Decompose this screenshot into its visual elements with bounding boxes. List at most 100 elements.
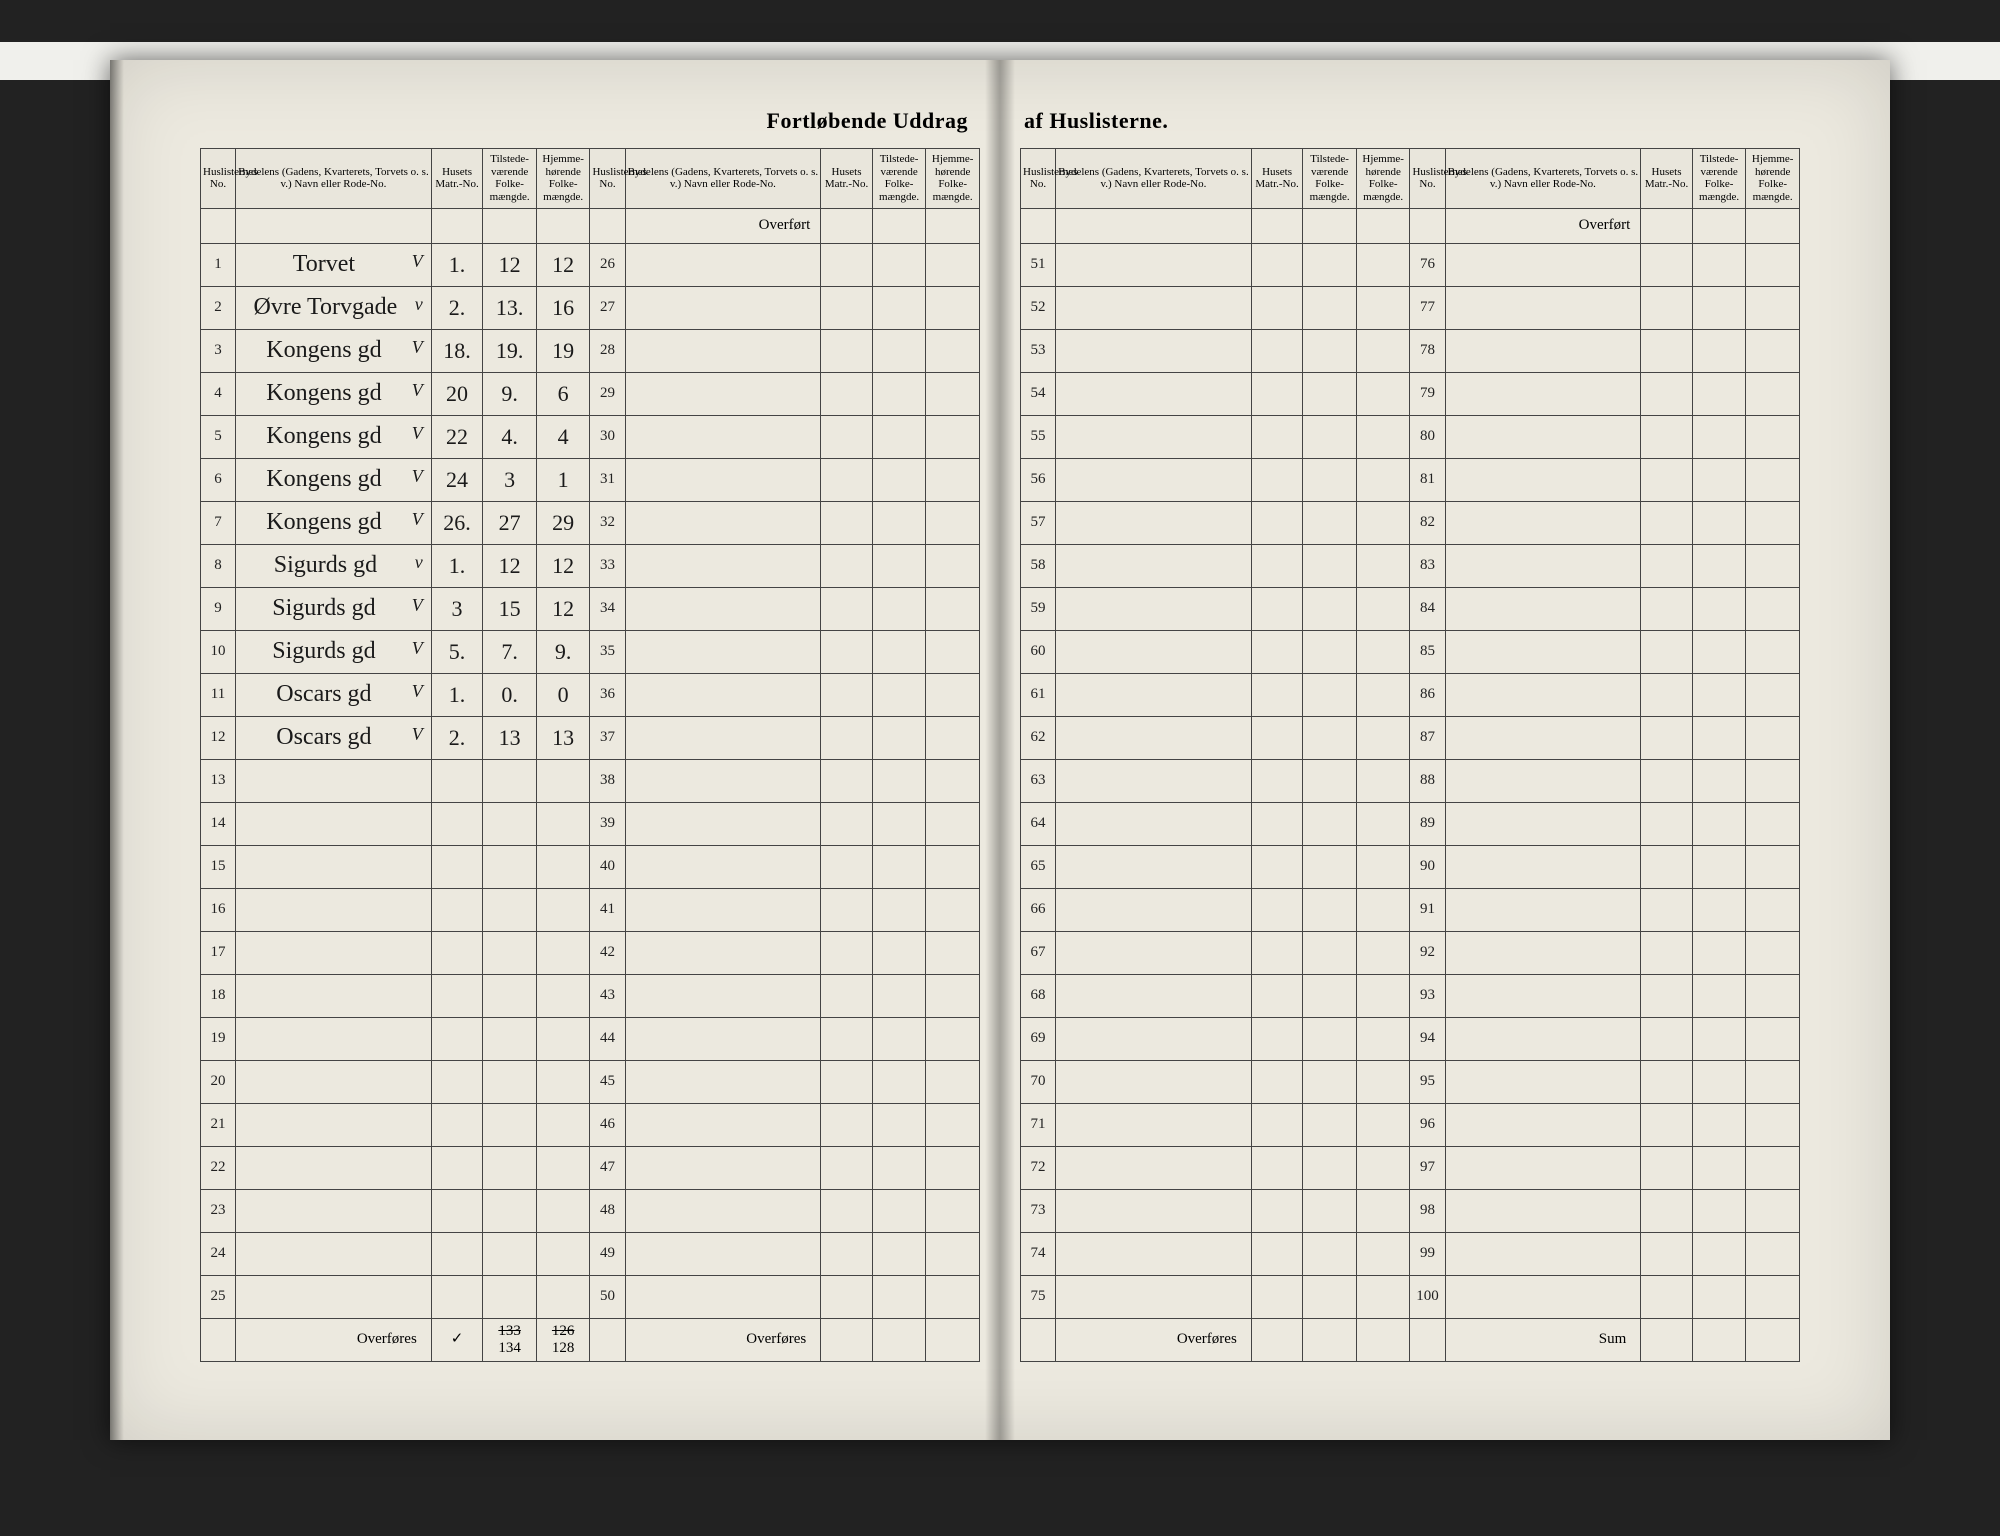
cell-name <box>1056 1060 1252 1103</box>
table-row: 1TorvetV1.121226 <box>201 243 980 286</box>
row-number: 29 <box>590 372 625 415</box>
table-row: 5Kongens gdV224.430 <box>201 415 980 458</box>
table-row: 6489 <box>1021 802 1800 845</box>
row-number: 38 <box>590 759 625 802</box>
row-number: 11 <box>201 673 236 716</box>
cell-tils: 3 <box>483 458 537 501</box>
row-number: 24 <box>201 1232 236 1275</box>
row-number: 12 <box>201 716 236 759</box>
cell-name <box>1056 673 1252 716</box>
cell-hjem: 4 <box>536 415 590 458</box>
cell-name: Kongens gdV <box>236 329 432 372</box>
cell-name: Sigurds gdv <box>236 544 432 587</box>
foot-tils: 133134 <box>483 1318 537 1361</box>
row-number: 65 <box>1021 845 1056 888</box>
page-left: Fortløbende Uddrag Huslisternes No. Byde… <box>110 60 1000 1440</box>
row-number: 86 <box>1410 673 1445 716</box>
cell-name: Oscars gdV <box>236 673 432 716</box>
checkmark: ✓ <box>431 1318 483 1361</box>
cell-matr: 26. <box>431 501 483 544</box>
row-number: 94 <box>1410 1017 1445 1060</box>
table-row: 5782 <box>1021 501 1800 544</box>
table-row: 6893 <box>1021 974 1800 1017</box>
cell-hjem: 13 <box>536 716 590 759</box>
cell-name <box>1056 1189 1252 1232</box>
row-number: 14 <box>201 802 236 845</box>
row-number: 93 <box>1410 974 1445 1017</box>
table-row: 6691 <box>1021 888 1800 931</box>
row-number: 46 <box>590 1103 625 1146</box>
row-number: 19 <box>201 1017 236 1060</box>
col-num: Huslisternes No. <box>201 149 236 209</box>
cell-name <box>1056 372 1252 415</box>
cell-name <box>1056 329 1252 372</box>
cell-name <box>236 931 432 974</box>
ledger-panel-c: Huslisternes No. Bydelens (Gadens, Kvart… <box>1020 148 1800 1362</box>
row-number: 100 <box>1410 1275 1445 1318</box>
row-number: 85 <box>1410 630 1445 673</box>
table-row: 5580 <box>1021 415 1800 458</box>
table-row: 7Kongens gdV26.272932 <box>201 501 980 544</box>
cell-matr: 3 <box>431 587 483 630</box>
cell-matr: 1. <box>431 673 483 716</box>
row-number: 23 <box>201 1189 236 1232</box>
row-number: 1 <box>201 243 236 286</box>
table-row: 12Oscars gdV2.131337 <box>201 716 980 759</box>
cell-name <box>1056 1275 1252 1318</box>
row-number: 53 <box>1021 329 1056 372</box>
cell-matr: 20 <box>431 372 483 415</box>
cell-matr: 24 <box>431 458 483 501</box>
col-hjem: Hjemme-hørende Folke-mængde. <box>1746 149 1800 209</box>
table-row: 6792 <box>1021 931 1800 974</box>
col-matr: Husets Matr.-No. <box>1641 149 1693 209</box>
cell-hjem: 16 <box>536 286 590 329</box>
col-hjem: Hjemme-hørende Folke-mængde. <box>926 149 980 209</box>
cell-name <box>1056 802 1252 845</box>
cell-name: Kongens gdV <box>236 372 432 415</box>
table-row: 5176 <box>1021 243 1800 286</box>
cell-hjem: 29 <box>536 501 590 544</box>
row-number: 48 <box>590 1189 625 1232</box>
row-number: 3 <box>201 329 236 372</box>
cell-name <box>1056 501 1252 544</box>
cell-matr: 1. <box>431 544 483 587</box>
cell-name <box>1056 544 1252 587</box>
row-number: 56 <box>1021 458 1056 501</box>
row-number: 4 <box>201 372 236 415</box>
table-row: 3Kongens gdV18.19.1928 <box>201 329 980 372</box>
row-number: 51 <box>1021 243 1056 286</box>
cell-name <box>236 845 432 888</box>
row-number: 72 <box>1021 1146 1056 1189</box>
row-number: 91 <box>1410 888 1445 931</box>
cell-tils: 19. <box>483 329 537 372</box>
cell-name <box>1056 243 1252 286</box>
row-number: 40 <box>590 845 625 888</box>
row-number: 47 <box>590 1146 625 1189</box>
col-tils: Tilstede-værende Folke-mængde. <box>483 149 537 209</box>
cell-name: Sigurds gdV <box>236 630 432 673</box>
col-tils: Tilstede-værende Folke-mængde. <box>872 149 926 209</box>
row-number: 75 <box>1021 1275 1056 1318</box>
table-row: 5378 <box>1021 329 1800 372</box>
table-row: 2449 <box>201 1232 980 1275</box>
row-number: 89 <box>1410 802 1445 845</box>
row-number: 73 <box>1021 1189 1056 1232</box>
cell-name: Oscars gdV <box>236 716 432 759</box>
table-row: 6186 <box>1021 673 1800 716</box>
table-row: 2045 <box>201 1060 980 1103</box>
cell-hjem: 6 <box>536 372 590 415</box>
cell-matr: 2. <box>431 286 483 329</box>
row-number: 96 <box>1410 1103 1445 1146</box>
cell-hjem: 12 <box>536 243 590 286</box>
row-number: 71 <box>1021 1103 1056 1146</box>
row-number: 44 <box>590 1017 625 1060</box>
row-number: 35 <box>590 630 625 673</box>
cell-name <box>1056 974 1252 1017</box>
cell-name: Øvre Torvgadev <box>236 286 432 329</box>
cell-name <box>1056 286 1252 329</box>
cell-name <box>1056 1017 1252 1060</box>
col-matr: Husets Matr.-No. <box>1251 149 1303 209</box>
row-number: 95 <box>1410 1060 1445 1103</box>
cell-name <box>1056 888 1252 931</box>
row-number: 70 <box>1021 1060 1056 1103</box>
